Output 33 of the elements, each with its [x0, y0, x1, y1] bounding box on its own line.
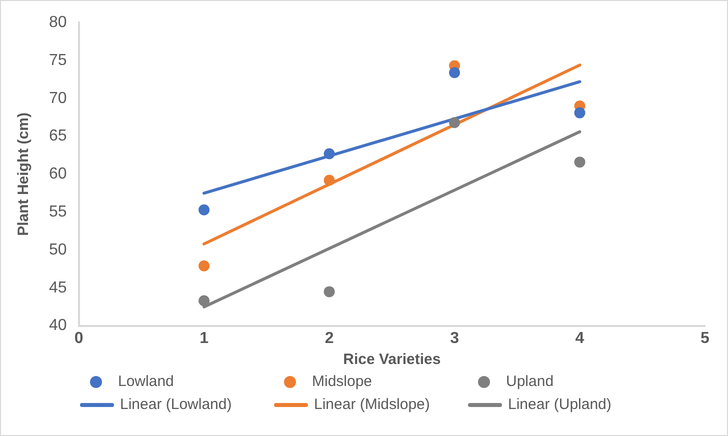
y-tick-label: 80 — [49, 14, 67, 32]
legend-label: Upland — [506, 373, 554, 390]
point — [324, 148, 335, 160]
x-axis-title: Rice Varieties — [343, 351, 441, 368]
legend-label: Linear (Midslope) — [314, 396, 430, 413]
point — [324, 174, 335, 186]
y-tick-label: 75 — [49, 52, 67, 69]
x-tick-label: 2 — [324, 330, 334, 347]
x-tick-label: 3 — [450, 330, 460, 347]
y-tick-label: 50 — [49, 241, 67, 258]
point — [449, 67, 460, 78]
y-tick-label: 70 — [49, 90, 67, 107]
point — [449, 117, 460, 128]
y-tick-label: 65 — [49, 128, 67, 145]
legend-label: Lowland — [118, 373, 174, 390]
legend-label: Midslope — [312, 373, 372, 390]
x-tick-label: 1 — [200, 330, 209, 347]
x-tick-label: 0 — [74, 330, 84, 347]
y-axis-title: Plant Height (cm) — [15, 112, 32, 236]
legend-label: Linear (Upland) — [508, 396, 612, 413]
y-tick-label: 60 — [49, 166, 67, 183]
point — [574, 107, 586, 118]
x-tick-label: 4 — [575, 330, 584, 347]
y-tick-label: 45 — [49, 279, 67, 296]
y-tick-label: 40 — [49, 317, 67, 334]
point — [198, 204, 210, 216]
point — [198, 295, 210, 306]
point — [324, 286, 335, 298]
legend-label: Linear (Lowland) — [120, 396, 232, 413]
x-tick-label: 5 — [700, 330, 710, 347]
y-tick-label: 55 — [49, 204, 67, 221]
point — [198, 260, 210, 272]
point — [574, 156, 586, 168]
